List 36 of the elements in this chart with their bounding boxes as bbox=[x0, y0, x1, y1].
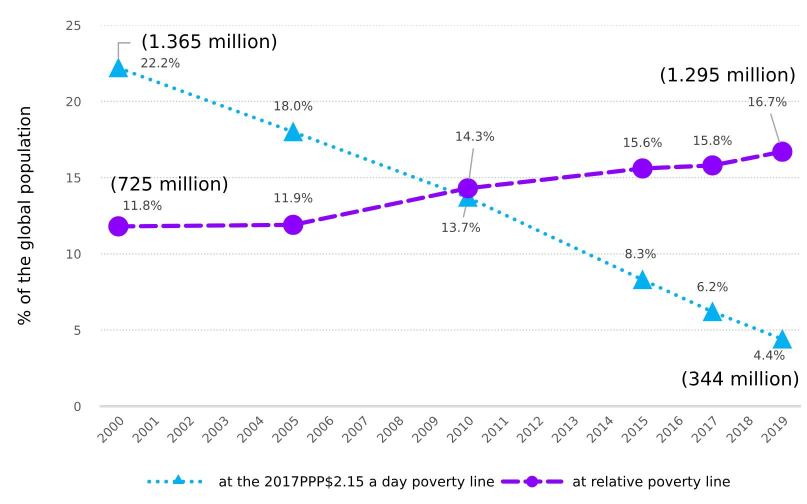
data-label: 4.4% bbox=[754, 350, 785, 360]
y-tick-label: 5 bbox=[74, 326, 80, 335]
data-label: 11.8% bbox=[124, 200, 162, 210]
data-label: 22.2% bbox=[141, 58, 180, 68]
y-tick-label: 20 bbox=[66, 96, 81, 106]
point bbox=[702, 155, 723, 176]
annotation: (1.295 million) bbox=[661, 67, 795, 84]
y-axis-title: % of the global population bbox=[17, 107, 34, 325]
point bbox=[283, 214, 304, 235]
point bbox=[632, 158, 653, 179]
y-tick-label: 25 bbox=[66, 20, 80, 30]
point bbox=[633, 270, 652, 290]
point bbox=[703, 302, 722, 322]
data-label: 14.3% bbox=[456, 131, 494, 141]
point bbox=[284, 122, 303, 142]
data-label: 6.2% bbox=[697, 282, 728, 292]
annotation: (344 million) bbox=[682, 371, 798, 388]
point bbox=[772, 142, 792, 162]
data-label: 18.0% bbox=[274, 101, 312, 111]
point bbox=[772, 330, 792, 349]
data-label: 8.3% bbox=[626, 248, 656, 258]
y-tick-label: 0 bbox=[74, 402, 81, 412]
y-tick-label: 15 bbox=[66, 173, 80, 183]
point bbox=[458, 178, 478, 198]
legend-label: at the 2017PPP$2.15 a day poverty line bbox=[219, 476, 494, 490]
annotation: (1.365 million) bbox=[142, 34, 276, 51]
y-tick-label: 10 bbox=[66, 249, 81, 259]
data-label: 15.6% bbox=[624, 138, 662, 148]
annotation: (725 million) bbox=[112, 176, 228, 194]
data-label: 15.8% bbox=[694, 136, 732, 146]
point bbox=[109, 58, 128, 78]
data-label: 11.9% bbox=[274, 193, 312, 202]
legend-label: at relative poverty line bbox=[573, 476, 730, 490]
point bbox=[108, 216, 128, 236]
data-label: 13.7% bbox=[442, 222, 480, 232]
data-label: 16.7% bbox=[748, 96, 786, 106]
